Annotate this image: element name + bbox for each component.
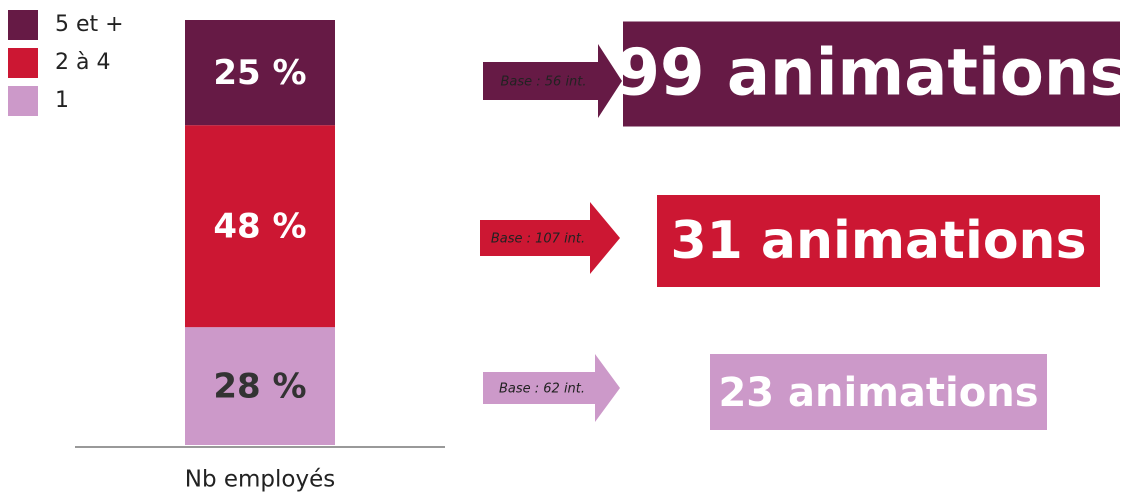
legend-label: 5 et + [55, 12, 124, 37]
bar-segment [185, 327, 335, 445]
base-label: Base : 56 int. [500, 75, 586, 90]
result-box [657, 195, 1100, 287]
legend-label: 1 [55, 88, 69, 113]
legend-swatch [8, 10, 38, 40]
legend-swatch [8, 48, 38, 78]
arrow [483, 44, 622, 118]
arrow [483, 354, 620, 422]
result-label: 31 animations [670, 211, 1086, 271]
bar-segment [185, 125, 335, 328]
base-label: Base : 107 int. [491, 232, 585, 247]
base-label: Base : 62 int. [499, 382, 585, 397]
value-label: 28 % [213, 367, 306, 407]
arrow [480, 202, 620, 274]
result-label: 99 animations [615, 37, 1126, 111]
bar-segment [185, 20, 335, 126]
x-tick-label: Nb employés [185, 467, 335, 493]
result-box [710, 354, 1047, 430]
legend-swatch [8, 86, 38, 116]
result-label: 23 animations [718, 370, 1038, 416]
value-label: 25 % [213, 53, 306, 93]
result-box [623, 21, 1120, 127]
legend-label: 2 à 4 [55, 50, 110, 75]
value-label: 48 % [213, 207, 306, 247]
